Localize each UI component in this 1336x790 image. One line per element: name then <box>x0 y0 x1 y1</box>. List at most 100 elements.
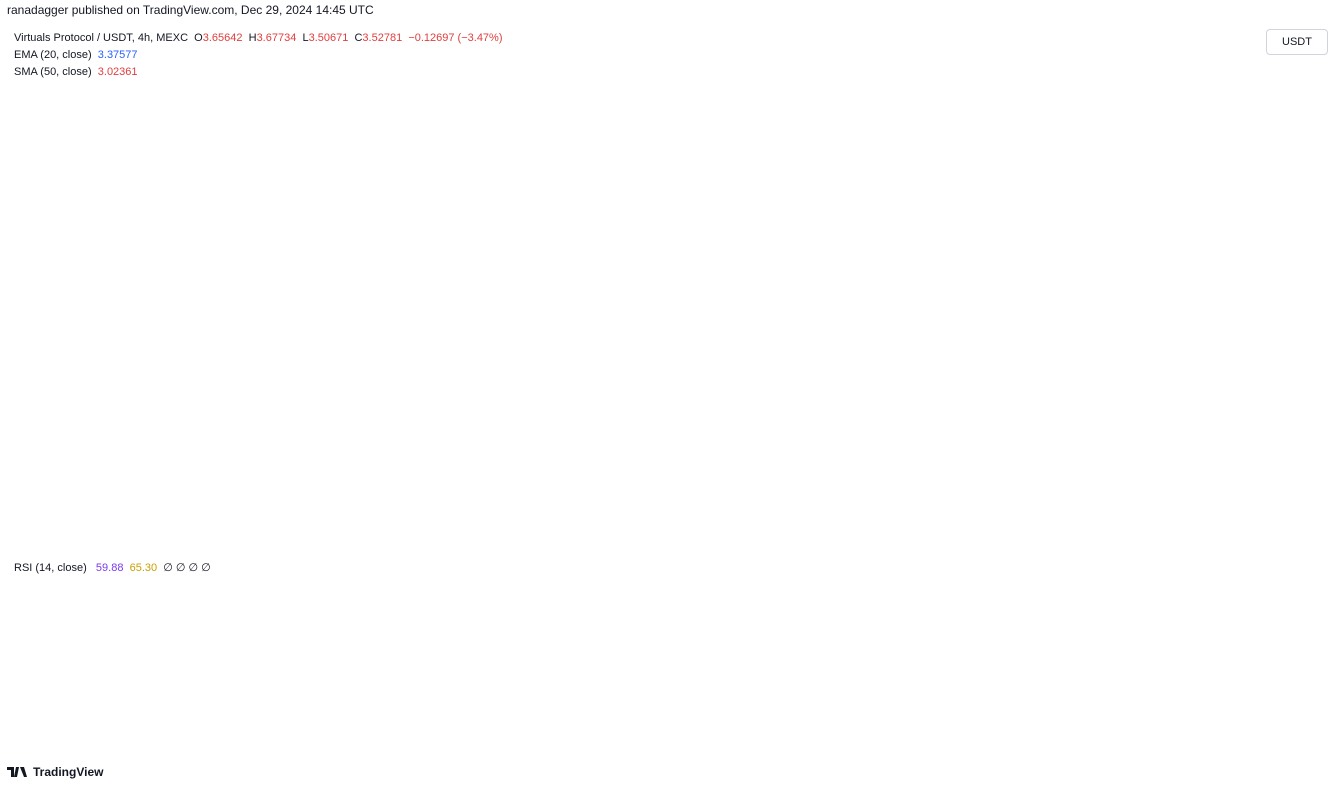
candle-body <box>41 509 45 511</box>
candle-body <box>593 341 597 355</box>
candle-body <box>1045 155 1049 163</box>
candle-body <box>1060 130 1064 132</box>
time-tick-label: 29 <box>1133 738 1145 750</box>
candle-body <box>51 508 55 511</box>
candle-body <box>56 508 60 511</box>
candle-body <box>849 179 853 186</box>
candle-body <box>1004 123 1008 153</box>
change-value: −0.12697 (−3.47%) <box>408 32 503 44</box>
candle-body <box>443 338 447 343</box>
candle-body <box>673 211 677 217</box>
candle-body <box>272 340 276 342</box>
candle-body <box>819 185 823 189</box>
candle-body <box>864 212 868 238</box>
candle-body <box>663 222 667 238</box>
candle-body <box>267 340 271 345</box>
candle-body <box>693 185 697 194</box>
candle-body <box>101 504 105 509</box>
candle-body <box>26 507 30 509</box>
candle-body <box>1025 122 1029 125</box>
candle-body <box>377 340 381 349</box>
candle-body <box>1055 130 1059 156</box>
price-tag <box>1264 143 1324 160</box>
candle-body <box>197 420 201 430</box>
candle-body <box>187 435 191 442</box>
candle-body <box>1135 54 1139 58</box>
candle-body <box>744 150 748 153</box>
rsi-legend-value: 59.88 <box>95 562 124 574</box>
candle-body <box>734 176 738 180</box>
price-tag <box>1181 54 1261 71</box>
candle-body <box>919 192 923 211</box>
candle-body <box>76 507 80 510</box>
candle-body <box>869 227 873 238</box>
price-tag <box>1182 611 1262 628</box>
candle-body <box>91 505 95 508</box>
candle-body <box>1050 155 1054 163</box>
time-tick-label: 28 <box>200 738 212 750</box>
candle-body <box>804 172 808 190</box>
candle-body <box>1085 96 1089 121</box>
candle-body <box>438 342 442 349</box>
candle-body <box>1105 55 1109 75</box>
candle-body <box>1120 57 1124 78</box>
candle-body <box>844 179 848 185</box>
candle-body <box>889 251 893 262</box>
time-tick-label: Dec <box>287 738 307 750</box>
candle-body <box>789 149 793 167</box>
candle-body <box>307 338 311 348</box>
candle-body <box>954 200 958 217</box>
candle-body <box>292 314 296 327</box>
candle-body <box>412 343 416 348</box>
candle-body <box>774 133 778 144</box>
candle-body <box>618 320 622 322</box>
rsi-tick-label: 40.00 <box>1272 688 1300 700</box>
candle-body <box>212 394 216 407</box>
price-tag <box>1264 611 1324 628</box>
candle-body <box>799 156 803 190</box>
time-tick-label: 4 <box>384 738 390 750</box>
high-value: 3.67734 <box>256 32 297 44</box>
currency-button[interactable]: USDT <box>1266 29 1328 55</box>
candle-body <box>192 429 196 436</box>
candle-body <box>111 505 115 507</box>
time-tick-label: 9 <box>534 738 540 750</box>
candle-body <box>367 350 371 365</box>
time-tick-label: 19 <box>832 738 844 750</box>
candle-body <box>779 133 783 144</box>
candle-body <box>1030 124 1034 139</box>
candle-body <box>784 143 788 150</box>
symbol-line: Virtuals Protocol / USDT, 4h, MEXC O3.65… <box>14 32 503 44</box>
symbol-title: Virtuals Protocol / USDT, 4h, MEXC <box>14 32 189 44</box>
candle-body <box>703 198 707 217</box>
price-tag <box>1264 95 1324 112</box>
candle-body <box>949 200 953 202</box>
candle-body <box>1035 138 1039 153</box>
price-pane[interactable] <box>7 22 1262 545</box>
candle-body <box>713 212 717 224</box>
price-tag-text: +531.66% <box>1269 71 1319 83</box>
candle-body <box>402 344 406 346</box>
candle-body <box>994 141 998 155</box>
candle-body <box>252 351 256 357</box>
candle-body <box>934 182 938 195</box>
time-tick-label: 26 <box>1043 738 1055 750</box>
price-tick-label: 1.50000 <box>1272 361 1312 373</box>
candle-body <box>643 275 647 289</box>
price-tag-text: RSI <box>1243 639 1261 651</box>
candle-body <box>653 247 657 265</box>
candle-body <box>1110 55 1114 66</box>
candle-body <box>708 212 712 217</box>
candle-body <box>332 375 336 377</box>
candle-body <box>528 338 532 340</box>
candle-body <box>578 360 582 365</box>
candle-body <box>603 340 607 342</box>
candle-body <box>117 502 120 506</box>
candle-body <box>162 465 166 467</box>
candle-body <box>483 303 487 313</box>
candle-body <box>423 340 427 349</box>
time-tick-label: 23 <box>953 738 965 750</box>
candle-body <box>824 169 828 186</box>
candle-body <box>914 210 918 221</box>
